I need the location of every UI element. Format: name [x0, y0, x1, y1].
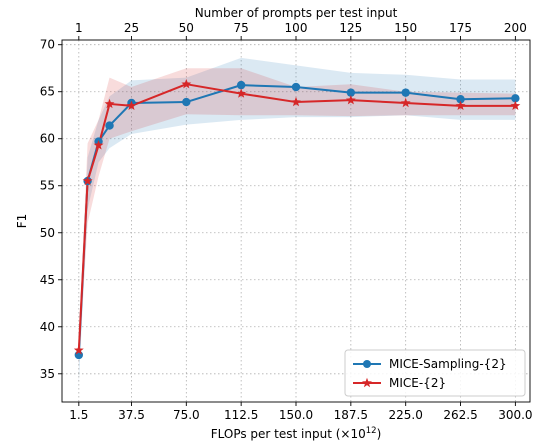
data-point [73, 345, 84, 355]
confidence-bands [78, 57, 516, 384]
confidence-band [78, 57, 516, 384]
top-tick-label: 100 [285, 21, 308, 35]
data-point [346, 88, 356, 97]
x-axis-title-main: FLOPs per test input (×10 [211, 427, 366, 441]
x-tick-label: 225.0 [389, 408, 423, 422]
x-tick-label: 75.0 [173, 408, 200, 422]
x-tick-label: 112.5 [224, 408, 258, 422]
data-point [93, 140, 104, 150]
y-tick-label: 60 [40, 132, 55, 146]
x-tick-label: 187.5 [334, 408, 368, 422]
axis-ticks: 1.5 37.5 75.0 112.5 150.0 187.5 225.0 262.5 300.… [40, 21, 533, 422]
y-axis-title: F1 [15, 214, 29, 229]
y-tick-label: 55 [40, 179, 55, 193]
legend-box [344, 349, 526, 397]
x-axis-title: FLOPs per test input (×1012) [211, 426, 382, 441]
series-markers [73, 78, 521, 360]
top-tick-label: 75 [234, 21, 249, 35]
top-tick-label: 200 [504, 21, 527, 35]
top-tick-label: 175 [449, 21, 472, 35]
y-tick-label: 65 [40, 85, 55, 99]
legend: MICE-Sampling-{2} MICE-{2} [344, 349, 526, 397]
data-point [182, 97, 191, 107]
legend-marker-mice [362, 377, 372, 388]
top-tick-label: 1 [75, 21, 83, 35]
data-point [511, 94, 520, 103]
data-point [456, 95, 465, 104]
top-tick-label: 125 [339, 21, 362, 35]
x-tick-label: 1.5 [69, 408, 88, 422]
data-point [291, 96, 301, 107]
data-point [510, 100, 521, 111]
data-point [82, 175, 93, 186]
data-point [455, 100, 466, 111]
data-point [291, 82, 301, 92]
legend-marker-mice-sampling [363, 360, 371, 368]
data-point [345, 94, 356, 105]
data-point [400, 97, 411, 108]
data-point [126, 100, 137, 111]
data-point [104, 98, 115, 109]
x-axis-title-suffix: ) [377, 427, 382, 441]
top-tick-label: 150 [394, 21, 417, 35]
data-point [236, 80, 246, 90]
data-point [401, 88, 410, 97]
x-tick-label: 37.5 [118, 408, 145, 422]
legend-label-mice-sampling: MICE-Sampling-{2} [389, 357, 507, 371]
x-axis-title-exponent: 12 [366, 426, 377, 436]
y-tick-label: 70 [40, 38, 55, 52]
legend-label-mice: MICE-{2} [389, 376, 446, 390]
confidence-band [78, 68, 516, 365]
x-tick-label: 300.0 [498, 408, 532, 422]
data-point [181, 78, 192, 89]
data-point [105, 121, 114, 130]
y-tick-label: 35 [40, 367, 55, 381]
data-point [236, 88, 247, 98]
series-line [77, 83, 516, 351]
top-axis-title: Number of prompts per test input [195, 6, 398, 20]
x-tick-label: 262.5 [443, 408, 477, 422]
y-tick-label: 40 [40, 320, 55, 334]
y-tick-label: 50 [40, 226, 55, 240]
x-tick-label: 150.0 [279, 408, 313, 422]
top-tick-label: 50 [179, 21, 194, 35]
y-tick-label: 45 [40, 273, 55, 287]
top-tick-label: 25 [124, 21, 139, 35]
